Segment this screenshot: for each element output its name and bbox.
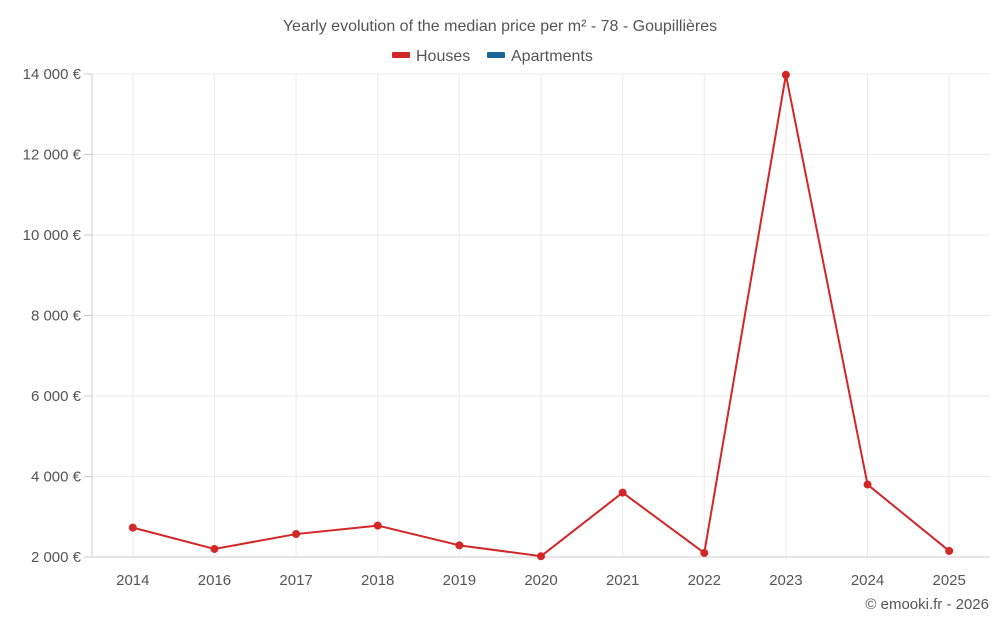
data-point-houses[interactable] xyxy=(537,552,545,561)
data-point-houses[interactable] xyxy=(863,480,872,489)
x-tick-label: 2014 xyxy=(116,572,149,589)
legend: Houses Apartments xyxy=(392,48,593,65)
y-tick-label: 12 000 € xyxy=(23,147,82,164)
y-tick-label: 4 000 € xyxy=(31,469,82,486)
chart-title: Yearly evolution of the median price per… xyxy=(283,18,717,35)
legend-item-apartments[interactable]: Apartments xyxy=(487,48,593,65)
x-tick-label: 2025 xyxy=(932,572,965,589)
series xyxy=(128,70,954,561)
x-tick-label: 2018 xyxy=(361,572,394,589)
y-tick-label: 14 000 € xyxy=(23,66,82,83)
legend-label-houses: Houses xyxy=(416,48,470,65)
y-tick-label: 2 000 € xyxy=(31,549,82,566)
data-point-houses[interactable] xyxy=(373,521,382,530)
y-axis-ticks: 2 000 € 4 000 € 6 000 € 8 000 € 10 000 € 12 0… xyxy=(23,66,92,566)
data-point-houses[interactable] xyxy=(292,530,301,539)
legend-swatch-apartments xyxy=(487,52,505,58)
data-point-houses[interactable] xyxy=(455,541,464,550)
y-tick-label: 6 000 € xyxy=(31,388,82,405)
x-tick-label: 2023 xyxy=(769,572,802,589)
x-tick-label: 2021 xyxy=(606,572,639,589)
data-point-houses[interactable] xyxy=(210,544,219,553)
data-point-houses[interactable] xyxy=(128,523,137,532)
legend-swatch-houses xyxy=(392,52,410,58)
grid xyxy=(92,73,990,557)
credit: © emooki.fr - 2026 xyxy=(865,596,989,613)
data-point-houses[interactable] xyxy=(700,548,709,557)
x-axis-ticks: 2014 2016 2017 2018 2019 2020 2021 2022 2023 2024… xyxy=(116,572,966,589)
legend-label-apartments: Apartments xyxy=(511,48,593,65)
x-tick-label: 2017 xyxy=(279,572,312,589)
x-tick-label: 2020 xyxy=(524,572,557,589)
y-tick-label: 10 000 € xyxy=(23,227,82,244)
x-tick-label: 2019 xyxy=(443,572,476,589)
legend-item-houses[interactable]: Houses xyxy=(392,48,470,65)
data-point-houses[interactable] xyxy=(618,488,627,497)
x-tick-label: 2024 xyxy=(851,572,884,589)
y-tick-label: 8 000 € xyxy=(31,308,82,325)
data-point-houses[interactable] xyxy=(945,546,954,555)
data-point-houses[interactable] xyxy=(781,70,790,79)
x-tick-label: 2022 xyxy=(688,572,721,589)
x-tick-label: 2016 xyxy=(198,572,231,589)
